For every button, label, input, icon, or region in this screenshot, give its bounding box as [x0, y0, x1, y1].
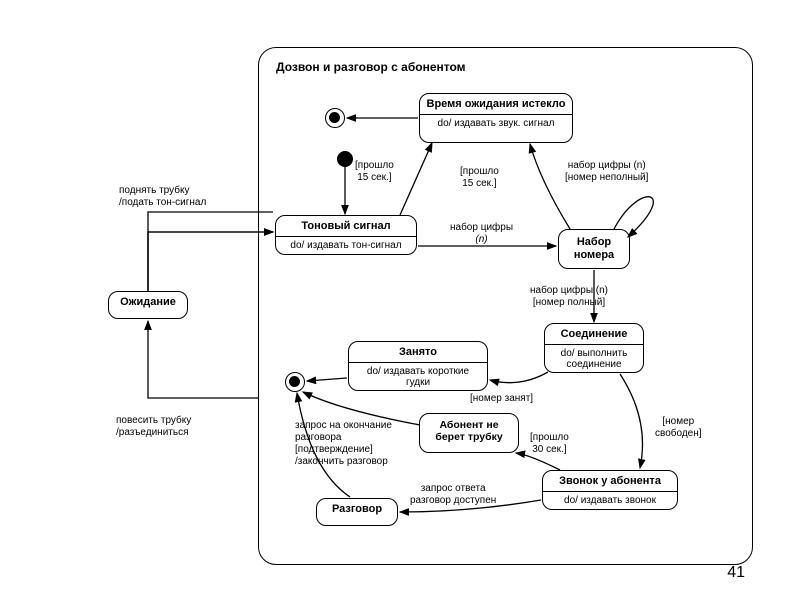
state-connect: Соединение do/ выполнить соединение	[544, 323, 644, 373]
state-timeout: Время ожидания истекло do/ издавать звук…	[419, 93, 573, 143]
state-waiting: Ожидание	[108, 291, 188, 319]
state-talking: Разговор	[316, 498, 398, 526]
label-tone-timeout: [прошло 15 сек.]	[355, 160, 394, 184]
state-tone-action: do/ издавать тон-сигнал	[276, 237, 416, 255]
label-hangup: повесить трубку /разъединиться	[116, 415, 191, 439]
state-noanswer: Абонент не берет трубку	[419, 413, 519, 453]
state-tone-title: Тоновый сигнал	[276, 216, 416, 236]
label-dial-to-connect: набор цифры (n) [номер полный]	[530, 285, 608, 309]
label-dial-timeout: [прошло 15 сек.]	[460, 166, 499, 190]
composite-state-title: Дозвон и разговор с абонентом	[276, 60, 466, 74]
state-ringing-title: Звонок у абонента	[543, 471, 677, 491]
state-connect-title: Соединение	[545, 324, 643, 344]
state-dial-title: Набор номера	[559, 230, 629, 264]
final-state-mid-icon	[285, 372, 305, 392]
final-state-top-icon	[325, 108, 345, 128]
state-busy: Занято do/ издавать короткие гудки	[348, 341, 488, 391]
state-waiting-title: Ожидание	[109, 292, 187, 312]
state-tone: Тоновый сигнал do/ издавать тон-сигнал	[275, 215, 417, 255]
state-timeout-action: do/ издавать звук. сигнал	[420, 115, 572, 133]
label-pickup: поднять трубку /подать тон-сигнал	[119, 185, 206, 209]
label-connect-busy: [номер занят]	[470, 393, 533, 405]
label-connect-free: [номер свободен]	[655, 416, 702, 440]
label-ring-noanswer: [прошло 30 сек.]	[530, 432, 569, 456]
state-dial: Набор номера	[558, 229, 630, 269]
state-busy-action: do/ издавать короткие гудки	[349, 363, 487, 392]
state-talking-title: Разговор	[317, 499, 397, 519]
page-number: 41	[727, 564, 745, 582]
diagram-canvas: Дозвон и разговор с абонентом Ожидание Т…	[0, 0, 800, 600]
state-busy-title: Занято	[349, 342, 487, 362]
label-ring-talking: запрос ответа разговор доступен	[410, 483, 496, 507]
state-noanswer-title: Абонент не берет трубку	[420, 414, 518, 446]
state-timeout-title: Время ожидания истекло	[420, 94, 572, 114]
label-dial-self: набор цифры (n) [номер неполный]	[565, 160, 648, 184]
state-ringing-action: do/ издавать звонок	[543, 492, 677, 510]
state-ringing: Звонок у абонента do/ издавать звонок	[542, 470, 678, 510]
initial-state-icon	[337, 151, 353, 167]
label-talking-final: запрос на окончание разговора [подтвержд…	[295, 420, 392, 468]
label-tone-to-dial: набор цифры (n)	[450, 222, 513, 246]
state-connect-action: do/ выполнить соединение	[545, 345, 643, 374]
